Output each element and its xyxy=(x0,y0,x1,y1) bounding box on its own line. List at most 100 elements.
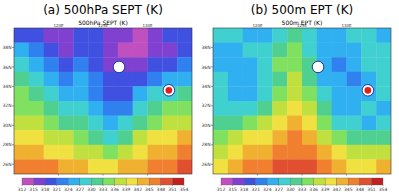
cell xyxy=(258,145,273,160)
cell xyxy=(376,130,391,145)
colorbar-label: 345 xyxy=(344,187,353,192)
colorbar-tick xyxy=(114,185,115,186)
cell xyxy=(59,72,74,87)
colorbar-swatch xyxy=(279,178,291,185)
cell xyxy=(14,130,29,145)
cell xyxy=(347,159,362,174)
cell xyxy=(228,145,243,160)
colorbar-label: 318 xyxy=(240,187,249,192)
colorbar-swatch xyxy=(138,178,150,185)
cell xyxy=(302,159,317,174)
cell xyxy=(103,130,118,145)
cell xyxy=(73,130,88,145)
colorbar-swatch xyxy=(290,178,302,185)
colorbar-tick xyxy=(336,185,337,186)
cell xyxy=(88,159,103,174)
cell xyxy=(162,116,177,131)
colorbar-swatch xyxy=(57,178,69,185)
colorbar-swatch xyxy=(126,178,138,185)
cell xyxy=(332,130,347,145)
y-tick xyxy=(211,66,213,67)
cell xyxy=(73,145,88,160)
cell xyxy=(258,57,273,72)
y-tick xyxy=(12,125,14,126)
cell xyxy=(73,72,88,87)
cell xyxy=(258,101,273,116)
colorbar-label: 315 xyxy=(228,187,237,192)
colorbar-swatch xyxy=(267,178,279,185)
panel-title: (b) 500m EPT (K) xyxy=(251,3,353,17)
cell xyxy=(14,86,29,101)
cell xyxy=(148,43,163,58)
cell xyxy=(177,101,192,116)
cell xyxy=(177,159,192,174)
x-tick-label: 125E xyxy=(98,23,109,28)
cell xyxy=(243,72,258,87)
cell xyxy=(317,159,332,174)
cell xyxy=(376,28,391,43)
cell xyxy=(29,28,44,43)
colorbar-tick xyxy=(290,185,291,186)
cell xyxy=(118,130,133,145)
cell xyxy=(88,86,103,101)
cell xyxy=(103,86,118,101)
cell xyxy=(228,72,243,87)
cell xyxy=(243,57,258,72)
y-tick-label: 36N xyxy=(201,65,210,70)
colorbar-label: 336 xyxy=(110,187,119,192)
cell xyxy=(14,72,29,87)
cell xyxy=(14,43,29,58)
cell xyxy=(287,145,302,160)
cell xyxy=(243,86,258,101)
plot-area xyxy=(14,28,192,174)
cell xyxy=(361,101,376,116)
cell xyxy=(228,86,243,101)
colorbar-swatch xyxy=(302,178,314,185)
cell xyxy=(118,116,133,131)
cell xyxy=(302,101,317,116)
cell xyxy=(14,28,29,43)
cell xyxy=(317,130,332,145)
cell xyxy=(302,130,317,145)
colorbar-label: 342 xyxy=(133,187,142,192)
cell xyxy=(243,28,258,43)
colorbar-tick xyxy=(172,185,173,186)
cell xyxy=(347,130,362,145)
colorbar-tick xyxy=(137,185,138,186)
station-marker xyxy=(164,86,173,95)
cell xyxy=(317,86,332,101)
colorbar-tick xyxy=(68,185,69,186)
y-tick-label: 28N xyxy=(2,142,11,147)
cell xyxy=(14,116,29,131)
y-tick-label: 34N xyxy=(2,84,11,89)
cell xyxy=(148,57,163,72)
colorbar-label: 312 xyxy=(217,187,226,192)
colorbar-tick xyxy=(221,185,222,186)
cell xyxy=(162,101,177,116)
cell xyxy=(272,145,287,160)
colorbar-swatch xyxy=(314,178,326,185)
cell xyxy=(88,116,103,131)
colorbar-swatch xyxy=(172,178,184,185)
cell xyxy=(317,43,332,58)
cell xyxy=(302,145,317,160)
y-tick xyxy=(12,144,14,145)
cell xyxy=(213,116,228,131)
cell xyxy=(29,145,44,160)
cell xyxy=(14,101,29,116)
cell xyxy=(302,72,317,87)
cell xyxy=(376,86,391,101)
cell xyxy=(133,130,148,145)
cell xyxy=(317,28,332,43)
cell xyxy=(258,28,273,43)
cell xyxy=(59,86,74,101)
cell xyxy=(243,116,258,131)
cell xyxy=(133,101,148,116)
cell xyxy=(228,28,243,43)
cell xyxy=(118,72,133,87)
cell xyxy=(44,159,59,174)
colorbar-tick xyxy=(348,185,349,186)
cell xyxy=(44,101,59,116)
cell xyxy=(148,145,163,160)
cell xyxy=(88,43,103,58)
